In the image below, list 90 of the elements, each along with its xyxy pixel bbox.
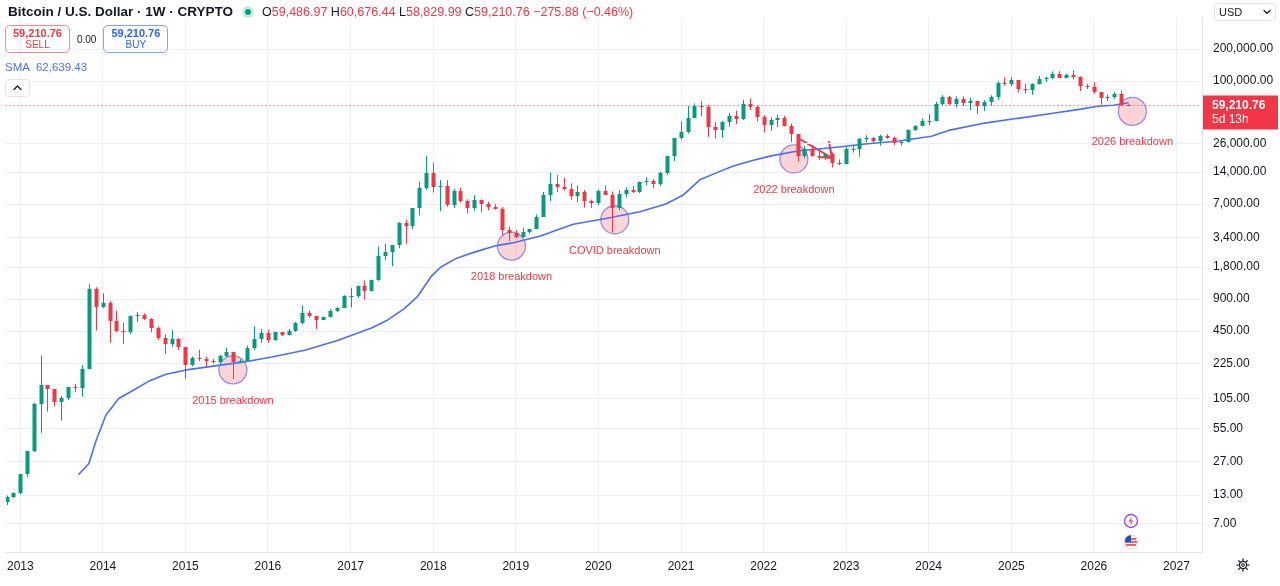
candlestick bbox=[121, 322, 126, 345]
y-tick-label: 900.00 bbox=[1213, 291, 1251, 306]
annotation: 2026 breakdown bbox=[1091, 135, 1174, 148]
candlestick bbox=[362, 279, 367, 301]
candlestick bbox=[996, 80, 1001, 101]
candlestick bbox=[114, 310, 119, 333]
y-axis-title: USD bbox=[1219, 6, 1243, 18]
candlestick bbox=[80, 364, 85, 398]
y-tick-label: 200,000.00 bbox=[1213, 41, 1274, 56]
candlestick bbox=[741, 99, 746, 121]
candlestick bbox=[18, 473, 23, 495]
text: SMA bbox=[5, 61, 30, 73]
order-button: 59,210.76 BUY bbox=[103, 25, 169, 53]
x-tick-label: 2017 bbox=[337, 558, 365, 573]
candlestick bbox=[796, 133, 801, 163]
candlestick bbox=[927, 113, 932, 126]
candlestick bbox=[857, 137, 862, 158]
candlestick bbox=[300, 305, 305, 325]
candlestick bbox=[438, 179, 443, 212]
candlestick bbox=[452, 188, 457, 209]
annotation: 2015 breakdown bbox=[192, 393, 274, 406]
candlestick bbox=[562, 177, 567, 192]
annotation: 2022 breakdown bbox=[753, 183, 835, 195]
candlestick bbox=[686, 105, 691, 134]
y-tick-label: 100,000.00 bbox=[1213, 73, 1274, 88]
candlestick bbox=[417, 181, 422, 216]
candlestick bbox=[864, 134, 869, 143]
candlestick bbox=[610, 191, 615, 233]
candlestick bbox=[500, 206, 505, 236]
candlestick bbox=[445, 179, 450, 208]
x-tick-label: 2014 bbox=[89, 558, 117, 573]
x-tick-label: 2019 bbox=[502, 558, 530, 573]
x-tick-label: 2020 bbox=[584, 558, 612, 573]
y-tick-label: 105.00 bbox=[1213, 390, 1251, 405]
candlestick bbox=[349, 287, 354, 309]
annotation: 59,210.76 BUY bbox=[111, 27, 161, 51]
x-tick-label: 2016 bbox=[254, 558, 282, 573]
candlestick bbox=[789, 123, 794, 143]
candlestick bbox=[231, 351, 236, 380]
order-button: 59,210.76 SELL bbox=[5, 25, 70, 53]
annotation: 62,639.43 bbox=[35, 61, 88, 73]
candlestick bbox=[197, 349, 202, 362]
annotation: 0.00 bbox=[76, 33, 97, 45]
x-tick-label: 2022 bbox=[750, 558, 778, 573]
candlestick bbox=[617, 189, 622, 211]
candlestick bbox=[679, 120, 684, 141]
y-tick-label: 55.00 bbox=[1213, 420, 1244, 435]
y-tick-label: 26,000.00 bbox=[1213, 135, 1267, 150]
x-tick-label: 2026 bbox=[1080, 558, 1108, 573]
annotation: 2018 breakdown bbox=[470, 270, 553, 283]
x-tick-label: 2024 bbox=[915, 558, 943, 573]
y-tick-label: 27.00 bbox=[1213, 453, 1244, 468]
candlestick bbox=[25, 450, 30, 478]
candlestick bbox=[252, 325, 257, 351]
x-tick-label: 2023 bbox=[832, 558, 860, 573]
x-tick-label: 2015 bbox=[172, 558, 200, 573]
candlestick bbox=[397, 221, 402, 249]
text: O59,486.97 H60,676.44 L58,829.99 C59,210.76 −275.88 (−0.46%) bbox=[262, 4, 634, 19]
x-tick-label: 2025 bbox=[998, 558, 1026, 573]
chart-title: Bitcoin / U.S. Dollar · 1W · CRYPTO bbox=[8, 4, 234, 19]
candlestick bbox=[108, 300, 113, 344]
x-tick-label: 2013 bbox=[7, 558, 35, 573]
candlestick bbox=[45, 384, 50, 413]
candlestick bbox=[59, 395, 64, 422]
candlestick bbox=[424, 155, 429, 191]
y-tick-label: 450.00 bbox=[1213, 323, 1251, 338]
y-tick-label: 1,800.00 bbox=[1213, 259, 1261, 274]
candlestick bbox=[404, 219, 409, 245]
y-tick-label: 7.00 bbox=[1213, 516, 1237, 531]
candlestick bbox=[135, 311, 140, 323]
annotation: 59,210.76 SELL bbox=[13, 27, 62, 51]
candlestick bbox=[163, 333, 168, 355]
x-tick-label: 2018 bbox=[419, 558, 447, 573]
candlestick bbox=[431, 162, 436, 194]
y-tick-label: 225.00 bbox=[1213, 355, 1251, 370]
y-tick-label: 7,000.00 bbox=[1213, 196, 1261, 211]
candlestick bbox=[39, 354, 44, 434]
x-tick-label: 2027 bbox=[1163, 558, 1191, 573]
y-tick-label: 3,400.00 bbox=[1213, 229, 1261, 244]
candlestick bbox=[94, 286, 99, 332]
y-tick-label: 14,000.00 bbox=[1213, 164, 1267, 179]
y-tick-label: 13.00 bbox=[1213, 487, 1244, 502]
candlestick bbox=[183, 346, 188, 380]
candlestick bbox=[1002, 76, 1007, 87]
candlestick bbox=[541, 191, 546, 218]
ref-line-label: 59,210.76 5d 13h bbox=[1212, 97, 1266, 126]
candlestick bbox=[376, 246, 381, 282]
annotation: COVID breakdown bbox=[568, 243, 661, 256]
candlestick bbox=[548, 171, 553, 202]
x-tick-label: 2021 bbox=[667, 558, 695, 573]
